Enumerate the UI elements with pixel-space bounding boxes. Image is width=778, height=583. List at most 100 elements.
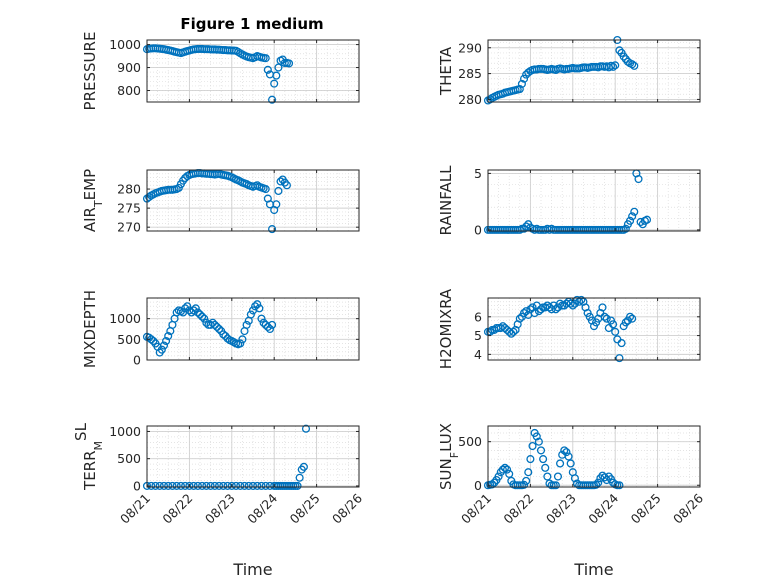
data-point — [615, 354, 624, 363]
data-point — [183, 302, 192, 311]
data-point — [488, 480, 497, 489]
data-point — [602, 314, 611, 323]
x-tick-label: 08/25 — [628, 491, 664, 527]
y-tick-label: 290 — [458, 40, 482, 55]
data-point — [519, 308, 529, 318]
data-point — [215, 481, 224, 490]
y-tick-label: 270 — [117, 220, 141, 235]
data-point — [210, 481, 219, 490]
y-tick-label: 280 — [117, 182, 141, 197]
axes-box — [146, 297, 360, 361]
data-point — [611, 61, 620, 70]
axes-box — [487, 169, 701, 232]
data-point — [270, 79, 279, 88]
data-point — [191, 304, 200, 313]
data-point — [238, 335, 247, 344]
data-point — [189, 481, 198, 490]
data-point — [543, 472, 552, 481]
data-point — [253, 481, 262, 490]
x-tick-label: 08/22 — [500, 491, 536, 527]
data-point — [628, 314, 637, 323]
data-point — [253, 300, 262, 309]
data-point — [168, 481, 177, 490]
data-point — [261, 185, 270, 194]
data-point — [566, 299, 575, 308]
data-point — [257, 314, 266, 323]
data-point — [505, 469, 514, 478]
data-point — [159, 341, 169, 350]
data-point — [486, 95, 495, 104]
data-point — [630, 61, 639, 70]
data-point — [219, 330, 228, 339]
data-point — [261, 54, 270, 63]
data-point — [159, 481, 169, 490]
data-point — [276, 177, 285, 186]
axes-box — [146, 169, 360, 232]
data-point — [164, 481, 173, 490]
axes-box — [487, 425, 701, 488]
y-tick-label: 275 — [117, 201, 141, 216]
data-point — [198, 312, 207, 321]
subplot-air_temp: 270 275 280 AIRTEMP — [81, 169, 360, 235]
y-tick-label: 0 — [474, 478, 482, 493]
data-point — [532, 432, 541, 441]
data-point — [265, 324, 275, 334]
y-axis-label: SUNFLUX — [437, 423, 461, 490]
data-point — [268, 95, 277, 104]
data-point — [623, 57, 632, 66]
y-tick-label: 800 — [117, 83, 141, 98]
data-point — [185, 481, 194, 490]
data-point — [522, 476, 531, 485]
data-point — [515, 85, 524, 94]
x-axis-label: Time — [232, 560, 272, 579]
data-point — [509, 327, 518, 336]
data-point — [617, 339, 626, 348]
x-tick-label: 08/24 — [244, 490, 280, 526]
data-point — [195, 310, 205, 319]
data-point — [155, 481, 164, 490]
data-point — [526, 455, 535, 464]
x-tick-label: 08/23 — [543, 491, 579, 527]
y-tick-label: 0 — [474, 222, 482, 237]
data-point — [609, 320, 618, 329]
subplot-h2omixra: 4 5 6 H2OMIXRA — [437, 288, 701, 369]
data-point — [189, 306, 198, 315]
data-point — [181, 304, 190, 313]
data-point — [625, 216, 635, 225]
x-tick-label: 08/24 — [585, 490, 621, 526]
data-point — [272, 71, 281, 80]
data-point — [562, 448, 571, 457]
subplot-rainfall: 0 5 RAINFALL — [437, 165, 701, 237]
data-point — [181, 481, 190, 490]
y-axis-label: H2OMIXRA — [437, 288, 455, 369]
data-point — [274, 186, 283, 196]
data-point — [556, 459, 565, 468]
y-tick-label: 6 — [474, 309, 482, 324]
data-point — [215, 324, 224, 334]
data-point — [301, 424, 311, 433]
data-point — [164, 331, 173, 341]
data-point — [530, 308, 539, 318]
data-point — [210, 320, 219, 329]
data-point — [172, 481, 181, 490]
data-point — [253, 181, 262, 190]
figure-title: Figure 1 medium — [180, 15, 323, 33]
data-point — [223, 334, 232, 343]
data-point — [176, 481, 185, 490]
y-axis-label: PRESSURE — [81, 32, 99, 111]
data-point — [261, 481, 270, 490]
data-point — [223, 481, 232, 490]
data-point — [206, 481, 215, 490]
data-point — [621, 224, 630, 233]
data-point — [564, 452, 573, 461]
data-point — [642, 215, 652, 224]
y-tick-label: 5 — [474, 328, 482, 343]
data-point — [570, 474, 579, 483]
data-point — [240, 481, 249, 490]
axes-box — [146, 39, 360, 103]
data-point — [515, 314, 524, 323]
